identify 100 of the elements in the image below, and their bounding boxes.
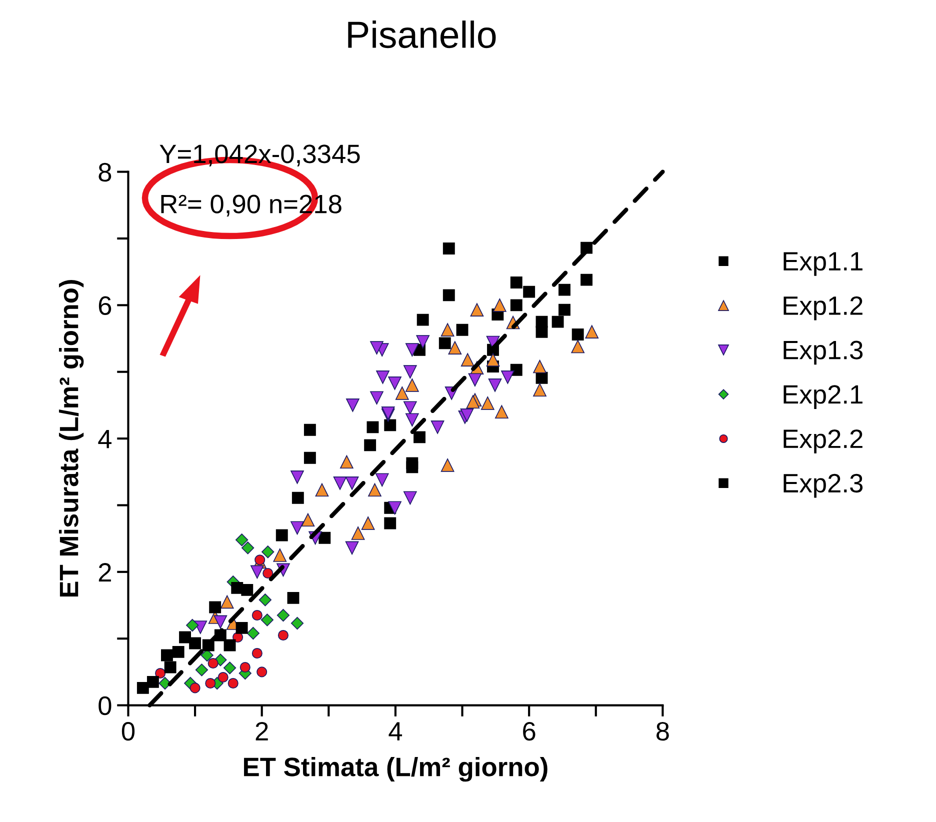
y-tick-label: 2	[98, 563, 111, 582]
point	[580, 274, 593, 286]
point	[205, 678, 216, 689]
point	[364, 439, 376, 452]
y-tick-label: 6	[98, 296, 112, 315]
point	[403, 491, 417, 505]
point	[246, 626, 260, 640]
point	[558, 304, 570, 316]
legend-label: Exp2.3	[784, 474, 863, 498]
point	[164, 661, 176, 674]
point	[220, 595, 234, 609]
point	[438, 337, 451, 350]
y-tick-label: 4	[98, 430, 112, 448]
point	[572, 328, 584, 340]
point	[256, 666, 268, 678]
point	[430, 420, 444, 434]
y-tick-label: 8	[98, 162, 112, 182]
point	[375, 473, 389, 487]
point	[440, 458, 454, 472]
point	[370, 391, 384, 405]
x-tick-label: 8	[656, 722, 669, 741]
point	[250, 565, 264, 579]
legend-label: Exp2.1	[784, 385, 862, 410]
point	[384, 517, 396, 530]
point	[190, 682, 200, 694]
point	[440, 323, 454, 337]
point	[493, 298, 506, 312]
point	[416, 314, 429, 326]
point	[195, 664, 208, 676]
point	[258, 594, 272, 606]
point	[290, 521, 304, 535]
point	[236, 622, 248, 634]
point	[262, 546, 274, 558]
point	[388, 376, 402, 390]
point	[346, 398, 360, 412]
point	[384, 419, 396, 432]
point	[290, 470, 304, 484]
point	[468, 373, 482, 387]
point	[304, 452, 316, 464]
point	[351, 526, 365, 540]
point	[345, 541, 359, 555]
point	[552, 316, 564, 328]
x-tick-label: 6	[523, 722, 536, 741]
point	[470, 303, 484, 317]
point	[189, 637, 202, 650]
point	[558, 284, 570, 296]
point	[414, 431, 426, 444]
point	[214, 615, 228, 629]
point	[340, 455, 354, 469]
point	[252, 648, 262, 659]
point	[405, 343, 419, 357]
y-tick-label: 0	[98, 696, 112, 716]
point	[273, 548, 287, 562]
point	[224, 639, 236, 652]
point	[456, 324, 468, 336]
point	[276, 608, 290, 622]
point	[510, 276, 522, 288]
point	[260, 614, 274, 626]
point	[223, 662, 236, 674]
point	[136, 682, 149, 694]
point	[460, 353, 474, 367]
point	[403, 365, 417, 379]
point	[209, 601, 222, 614]
y-axis-title: ET Misurata (L/m² giorno)	[58, 280, 84, 597]
legend-label: Exp1.2	[784, 296, 862, 320]
point	[406, 461, 418, 474]
point	[480, 396, 494, 410]
x-tick-label: 0	[122, 722, 135, 741]
x-axis-title: ET Stimata (L/m² giorno)	[244, 756, 548, 782]
point	[301, 513, 315, 527]
point	[501, 370, 514, 384]
point	[292, 492, 304, 504]
point	[155, 668, 166, 679]
point	[405, 413, 419, 427]
point	[242, 542, 254, 554]
point	[241, 584, 254, 596]
point	[442, 242, 455, 254]
legend-label: Exp1.1	[784, 252, 862, 276]
chart-title: Pisanello	[348, 20, 496, 48]
point	[228, 678, 238, 689]
point	[318, 532, 331, 544]
point	[252, 610, 262, 621]
point	[533, 360, 546, 374]
point	[186, 618, 199, 632]
point	[208, 658, 218, 669]
point	[235, 534, 248, 546]
point	[276, 529, 288, 542]
point	[361, 516, 375, 530]
point	[536, 326, 548, 338]
point	[287, 592, 300, 604]
point	[368, 483, 382, 497]
point	[315, 483, 329, 497]
point	[585, 325, 599, 339]
point	[448, 341, 462, 355]
legend-label: Exp2.2	[784, 430, 862, 454]
legend-label: Exp1.3	[784, 340, 863, 365]
point	[370, 341, 384, 355]
point	[278, 630, 289, 641]
point	[395, 386, 409, 400]
point	[442, 289, 455, 302]
